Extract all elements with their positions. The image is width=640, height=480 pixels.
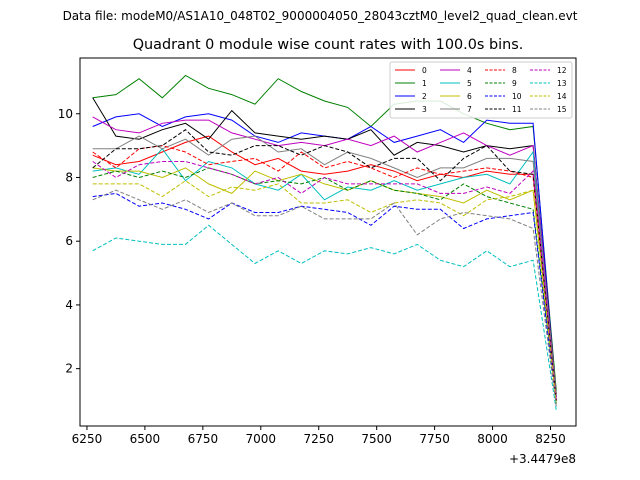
x-tick-label: 6750 [188, 432, 219, 446]
series-group [92, 74, 557, 411]
legend-label-0: 0 [422, 66, 427, 75]
legend-label-13: 13 [557, 79, 567, 88]
x-tick-label: 6250 [72, 432, 103, 446]
legend-label-4: 4 [467, 66, 472, 75]
plot-area: 6250 6500 6750 7000 7250 7500 7750 8000 8250 246… [58, 57, 577, 466]
legend-label-9: 9 [512, 79, 517, 88]
x-axis: 6250 6500 6750 7000 7250 7500 7750 8000 8250 [72, 426, 566, 446]
series-line-0 [92, 135, 557, 395]
y-tick-label: 10 [58, 107, 73, 121]
legend-box [389, 61, 573, 119]
series-line-11 [92, 129, 557, 401]
series-line-10 [92, 192, 557, 404]
y-tick-label: 2 [65, 362, 73, 376]
legend-label-5: 5 [467, 79, 472, 88]
x-tick-label: 7000 [246, 432, 277, 446]
series-line-13 [92, 224, 557, 411]
chart-title: Quadrant 0 module wise count rates with … [133, 37, 524, 53]
legend-label-11: 11 [512, 105, 522, 114]
x-offset-label: +3.4479e8 [509, 452, 576, 466]
series-line-1 [92, 74, 557, 392]
y-axis: 2 4 6 8 10 [58, 107, 80, 376]
legend-label-8: 8 [512, 66, 517, 75]
y-tick-label: 6 [65, 234, 73, 248]
legend-label-1: 1 [422, 79, 427, 88]
series-line-7 [92, 135, 557, 395]
x-tick-label: 7750 [419, 432, 450, 446]
axes-frame [79, 57, 577, 427]
legend-label-7: 7 [467, 105, 472, 114]
figure-suptitle: Data file: modeM0/AS1A10_048T02_90000040… [63, 9, 578, 23]
x-tick-label: 8250 [535, 432, 566, 446]
legend-label-10: 10 [512, 92, 522, 101]
y-tick-label: 8 [65, 170, 73, 184]
x-tick-label: 8000 [477, 432, 508, 446]
series-line-3 [92, 97, 557, 395]
series-line-6 [92, 167, 557, 401]
legend-label-12: 12 [557, 66, 567, 75]
series-line-15 [92, 189, 557, 407]
legend-label-14: 14 [557, 92, 567, 101]
x-tick-label: 7500 [361, 432, 392, 446]
legend-label-2: 2 [422, 92, 427, 101]
series-line-14 [92, 180, 557, 404]
legend-label-15: 15 [557, 105, 567, 114]
series-line-5 [92, 148, 557, 404]
legend-label-6: 6 [467, 92, 472, 101]
legend-label-3: 3 [422, 105, 427, 114]
series-line-12 [92, 161, 557, 401]
x-tick-label: 6500 [130, 432, 161, 446]
x-tick-label: 7250 [303, 432, 334, 446]
y-tick-label: 4 [65, 298, 73, 312]
